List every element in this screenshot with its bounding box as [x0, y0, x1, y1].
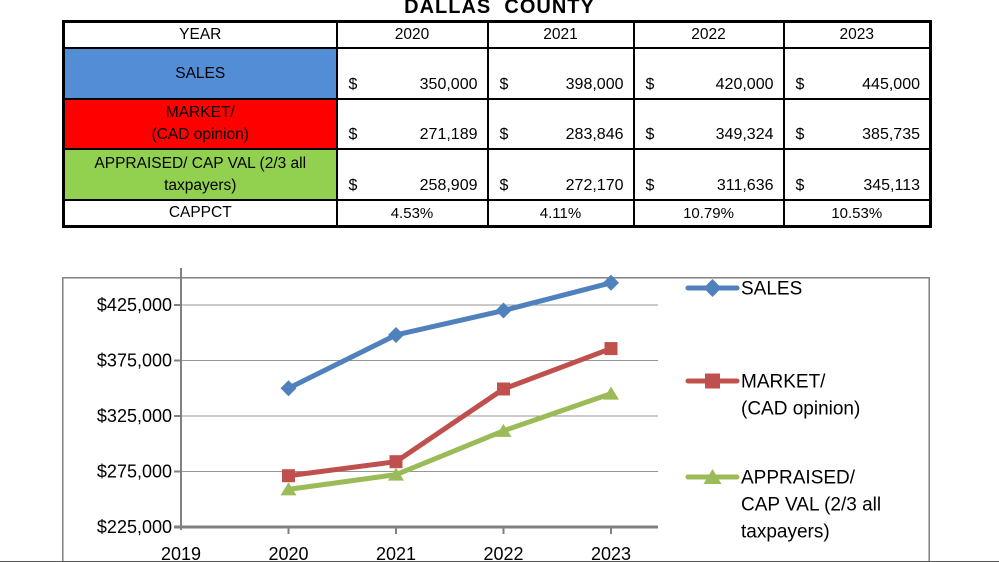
currency-symbol: $: [499, 177, 509, 194]
cappct-2022-cell: 10.79%: [632, 199, 785, 228]
cell-value: 385,735: [862, 126, 920, 143]
x-axis-label: 2023: [591, 544, 631, 562]
series-marker-triangle: [388, 467, 404, 481]
legend-label: taxpayers): [741, 522, 830, 543]
cappct-2021-cell: 4.11%: [486, 199, 635, 228]
legend-marker-square: [705, 373, 720, 389]
series-marker-triangle: [603, 386, 619, 400]
currency-symbol: $: [499, 126, 509, 143]
sales-2020-cell: $ 350,000: [335, 47, 489, 100]
legend-label: SALES: [741, 279, 802, 300]
appraised-label-line-1: APPRAISED/ CAP VAL (2/3 all: [94, 154, 307, 172]
currency-symbol: $: [348, 126, 358, 143]
sales-2023-cell: $ 445,000: [782, 47, 932, 100]
currency-symbol: $: [645, 177, 655, 194]
chart-frame: [62, 277, 930, 562]
cell-value: 258,909: [419, 177, 478, 194]
series-marker-diamond: [603, 274, 619, 291]
market-label-line-2: (CAD opinion): [151, 126, 249, 143]
appraised-row: APPRAISED/ CAP VAL (2/3 all taxpayers) $…: [62, 148, 932, 201]
cell-value: 350,000: [419, 76, 478, 93]
market-row-label: MARKET/ (CAD opinion): [62, 98, 338, 150]
market-row: MARKET/ (CAD opinion) $ 271,189 $ 283,84…: [62, 98, 932, 150]
appraised-2021-cell: $ 272,170: [486, 148, 635, 201]
cell-value: 398,000: [565, 76, 624, 93]
market-label-line-1: MARKET/: [165, 104, 235, 121]
appraised-2020-cell: $ 258,909: [335, 148, 489, 201]
sales-2021-cell: $ 398,000: [486, 47, 635, 100]
cappct-row-label: CAPPCT: [62, 199, 338, 228]
page-title: DALLAS COUNTY: [404, 0, 595, 15]
title-clip: DALLAS COUNTY: [0, 0, 999, 15]
x-axis-label: 2022: [483, 544, 523, 562]
cell-value: 283,846: [565, 126, 624, 143]
appraised-2023-cell: $ 345,113: [782, 148, 932, 201]
cappct-2023-cell: 10.53%: [782, 199, 932, 228]
series-marker-square: [389, 455, 403, 469]
sales-label-line: SALES: [175, 64, 226, 82]
x-axis-label: 2020: [268, 544, 308, 562]
y-axis-label: $275,000: [97, 462, 172, 482]
sales-2022-cell: $ 420,000: [632, 47, 785, 100]
cell-value: 349,324: [715, 126, 774, 143]
series-marker-triangle: [495, 423, 512, 437]
series-marker-diamond: [388, 326, 404, 343]
series-marker-triangle: [280, 482, 297, 496]
series-line-sales: [286, 280, 614, 391]
legend-marker-triangle: [703, 469, 722, 484]
y-axis-label: $425,000: [97, 295, 172, 315]
x-axis-label: 2021: [376, 544, 416, 562]
series-line-appraised: [286, 391, 614, 492]
values-table: YEAR 2020 2021 2022 2023 SALES $ 350,000…: [62, 20, 932, 228]
currency-symbol: $: [645, 76, 655, 93]
sales-row: SALES $ 350,000 $ 398,000 $ 420,000 $ 44…: [62, 47, 932, 100]
y-axis-label: $375,000: [97, 351, 172, 371]
cell-value: 272,170: [565, 177, 624, 194]
series-marker-square: [282, 469, 295, 483]
sales-row-label: SALES: [62, 47, 338, 100]
market-2023-cell: $ 385,735: [782, 98, 932, 150]
appraised-2022-cell: $ 311,636: [632, 148, 785, 201]
year-2020-cell: 2020: [335, 20, 489, 49]
series-marker-diamond: [280, 380, 297, 397]
series-marker-square: [604, 342, 618, 356]
currency-symbol: $: [499, 76, 509, 93]
appraised-label-line-2: taxpayers): [164, 176, 237, 194]
currency-symbol: $: [795, 126, 805, 143]
legend-label: APPRAISED/: [741, 468, 856, 489]
legend-label: (CAD opinion): [741, 399, 860, 420]
y-axis-label: $325,000: [97, 406, 172, 426]
cappct-2020-cell: 4.53%: [335, 199, 489, 228]
currency-symbol: $: [348, 177, 358, 194]
market-2022-cell: $ 349,324: [632, 98, 785, 150]
market-2021-cell: $ 283,846: [486, 98, 635, 150]
series-line-market: [286, 346, 614, 479]
cappct-row: CAPPCT 4.53% 4.11% 10.79% 10.53%: [62, 199, 932, 228]
y-axis-label: $225,000: [97, 517, 172, 537]
cell-value: 445,000: [862, 76, 920, 93]
cell-value: 311,636: [716, 177, 774, 194]
currency-symbol: $: [795, 76, 805, 93]
x-axis-label: 2019: [161, 544, 201, 562]
year-2022-cell: 2022: [632, 20, 785, 49]
appraised-row-label: APPRAISED/ CAP VAL (2/3 all taxpayers): [62, 148, 338, 201]
cell-value: 271,189: [419, 126, 478, 143]
legend-label: MARKET/: [741, 372, 826, 393]
series-marker-diamond: [495, 302, 512, 319]
currency-symbol: $: [795, 177, 805, 194]
currency-symbol: $: [348, 76, 358, 93]
legend-marker-diamond: [703, 279, 722, 297]
currency-symbol: $: [645, 126, 655, 143]
series-marker-square: [497, 382, 510, 396]
cell-value: 420,000: [715, 76, 774, 93]
cell-value: 345,113: [863, 177, 920, 194]
legend-label: CAP VAL (2/3 all: [741, 495, 881, 516]
market-2020-cell: $ 271,189: [335, 98, 489, 150]
